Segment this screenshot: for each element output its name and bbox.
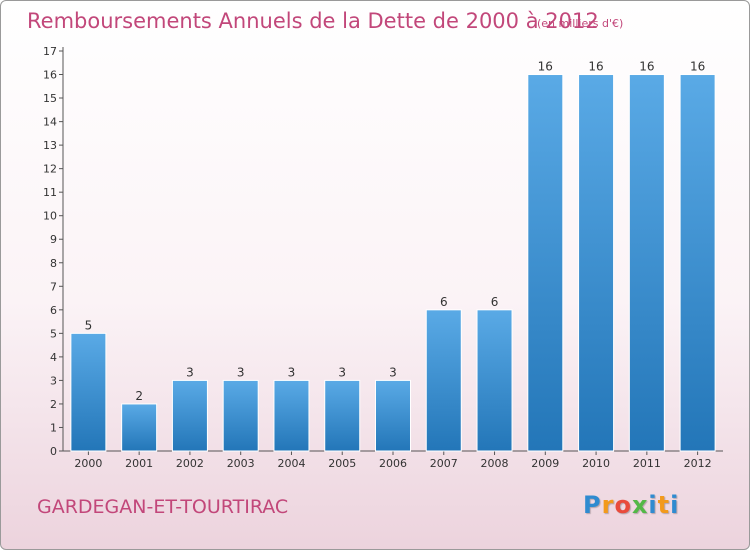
x-tick-label: 2011 bbox=[633, 457, 661, 470]
x-tick-label: 2003 bbox=[227, 457, 255, 470]
chart-subtitle: (en milliers d'€) bbox=[537, 17, 624, 30]
y-tick-label: 3 bbox=[50, 374, 57, 387]
chart-title: Remboursements Annuels de la Dette de 20… bbox=[27, 9, 599, 33]
bar bbox=[70, 332, 107, 452]
data-label: 6 bbox=[440, 295, 448, 309]
bar bbox=[121, 403, 158, 452]
y-tick-label: 1 bbox=[50, 421, 57, 434]
data-label: 5 bbox=[85, 318, 93, 332]
proxiti-logo: Proxiti bbox=[583, 491, 680, 519]
x-tick-label: 2007 bbox=[430, 457, 458, 470]
data-label: 16 bbox=[588, 60, 603, 74]
data-label: 16 bbox=[538, 60, 553, 74]
bar bbox=[273, 379, 310, 452]
place-name: GARDEGAN-ET-TOURTIRAC bbox=[37, 496, 289, 518]
x-tick-label: 2009 bbox=[531, 457, 559, 470]
y-tick-label: 0 bbox=[50, 445, 57, 458]
y-tick-label: 11 bbox=[43, 186, 57, 199]
y-tick-label: 14 bbox=[43, 116, 57, 129]
y-tick-label: 17 bbox=[43, 45, 57, 58]
x-tick-label: 2000 bbox=[74, 457, 102, 470]
x-tick-label: 2005 bbox=[328, 457, 356, 470]
x-tick-label: 2012 bbox=[684, 457, 712, 470]
data-label: 3 bbox=[288, 365, 296, 379]
data-label: 3 bbox=[389, 365, 397, 379]
y-tick-label: 12 bbox=[43, 163, 57, 176]
y-tick-label: 13 bbox=[43, 139, 57, 152]
data-label: 16 bbox=[639, 60, 654, 74]
bar bbox=[425, 309, 462, 452]
y-tick-label: 8 bbox=[50, 257, 57, 270]
data-label: 2 bbox=[135, 389, 143, 403]
data-label: 3 bbox=[338, 365, 346, 379]
bar bbox=[171, 379, 208, 452]
y-tick-label: 10 bbox=[43, 210, 57, 223]
x-tick-label: 2010 bbox=[582, 457, 610, 470]
data-label: 16 bbox=[690, 60, 705, 74]
y-tick-label: 2 bbox=[50, 398, 57, 411]
data-label: 3 bbox=[186, 365, 194, 379]
bar bbox=[628, 74, 665, 452]
x-tick-label: 2008 bbox=[481, 457, 509, 470]
x-tick-label: 2004 bbox=[277, 457, 305, 470]
bar bbox=[578, 74, 615, 452]
x-tick-label: 2002 bbox=[176, 457, 204, 470]
data-label: 3 bbox=[237, 365, 245, 379]
bar bbox=[324, 379, 361, 452]
bar bbox=[476, 309, 513, 452]
y-tick-label: 16 bbox=[43, 69, 57, 82]
x-tick-label: 2006 bbox=[379, 457, 407, 470]
y-tick-label: 5 bbox=[50, 327, 57, 340]
y-tick-label: 4 bbox=[50, 351, 57, 364]
bar bbox=[375, 379, 411, 452]
y-tick-label: 6 bbox=[50, 304, 57, 317]
bar bbox=[527, 74, 564, 452]
x-tick-label: 2001 bbox=[125, 457, 153, 470]
data-label: 6 bbox=[491, 295, 499, 309]
y-tick-label: 9 bbox=[50, 233, 57, 246]
y-tick-label: 15 bbox=[43, 92, 57, 105]
y-tick-label: 7 bbox=[50, 280, 57, 293]
bar bbox=[679, 74, 716, 452]
bar bbox=[222, 379, 259, 452]
